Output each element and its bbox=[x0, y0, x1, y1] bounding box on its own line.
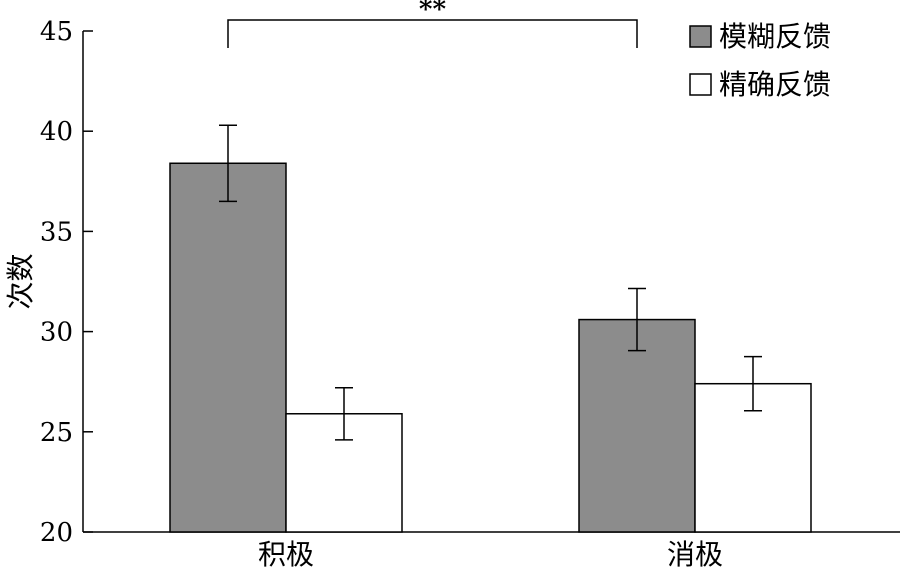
y-tick-label: 45 bbox=[40, 17, 73, 47]
y-tick-label: 40 bbox=[40, 117, 73, 147]
y-tick-label: 35 bbox=[40, 217, 73, 247]
legend-label-fuzzy: 模糊反馈 bbox=[719, 20, 831, 53]
legend-swatch-precise bbox=[689, 73, 712, 96]
chart-error-bars bbox=[219, 124, 762, 441]
significance-bracket bbox=[227, 19, 638, 48]
y-tick-label: 20 bbox=[40, 518, 73, 548]
y-axis-label: 次数 bbox=[4, 253, 37, 309]
y-tick-label: 25 bbox=[40, 418, 73, 448]
x-tick-label: 积极 bbox=[258, 538, 314, 571]
legend-label-precise: 精确反馈 bbox=[719, 68, 831, 101]
chart-bars bbox=[169, 162, 812, 533]
legend-swatch-fuzzy bbox=[689, 25, 712, 48]
y-tick-label: 30 bbox=[40, 318, 73, 348]
bar-fuzzy-0 bbox=[169, 162, 287, 533]
significance-label: ** bbox=[419, 0, 447, 25]
significance-annotation: ** bbox=[227, 0, 638, 48]
x-tick-label: 消极 bbox=[667, 538, 723, 571]
bar-fuzzy-1 bbox=[578, 318, 696, 533]
